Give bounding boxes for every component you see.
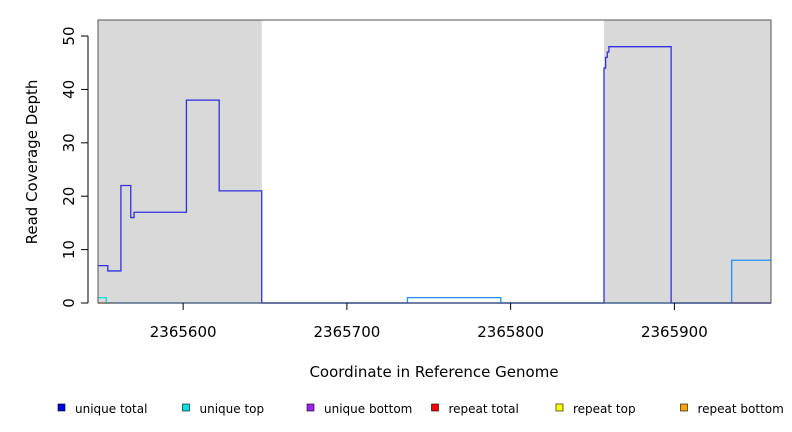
- x-tick-label: 2365600: [150, 323, 217, 341]
- legend-label: unique top: [200, 402, 265, 416]
- y-tick-label: 30: [60, 133, 78, 152]
- legend-swatch: [57, 403, 66, 412]
- legend: unique total unique top unique bottom repea…: [57, 402, 784, 416]
- legend-label: unique bottom: [324, 402, 412, 416]
- series-line-unique-total: [98, 46, 771, 304]
- legend-swatch: [306, 403, 315, 412]
- legend-label: unique total: [75, 402, 147, 416]
- legend-swatch: [680, 403, 688, 412]
- legend-label: repeat total: [449, 402, 519, 416]
- y-tick-label: 40: [60, 80, 78, 99]
- shaded-region-1: [98, 20, 262, 303]
- y-tick-label: 20: [60, 187, 78, 206]
- legend-label: repeat bottom: [698, 402, 784, 416]
- legend-swatch: [555, 403, 564, 412]
- series-line-unlabeled-1: [261, 259, 771, 304]
- x-tick-label: 2365700: [313, 323, 380, 341]
- shaded-regions: [98, 20, 771, 303]
- y-tick-label: 0: [60, 298, 78, 308]
- y-axis: 0 10 20 30 40 50: [60, 26, 89, 308]
- legend-label: repeat top: [573, 402, 636, 416]
- y-tick-label: 10: [60, 240, 78, 259]
- legend-swatch: [431, 403, 439, 412]
- shaded-region-2: [603, 20, 771, 303]
- plot-frame: [97, 19, 772, 304]
- y-axis-label: Read Coverage Depth: [23, 80, 41, 245]
- x-tick-label: 2365900: [641, 323, 708, 341]
- legend-swatch: [182, 403, 190, 412]
- y-tick-label: 50: [60, 26, 78, 45]
- x-axis: 2365600 2365700 2365800 2365900: [150, 303, 708, 341]
- x-tick-label: 2365800: [477, 323, 544, 341]
- x-axis-label: Coordinate in Reference Genome: [309, 363, 558, 381]
